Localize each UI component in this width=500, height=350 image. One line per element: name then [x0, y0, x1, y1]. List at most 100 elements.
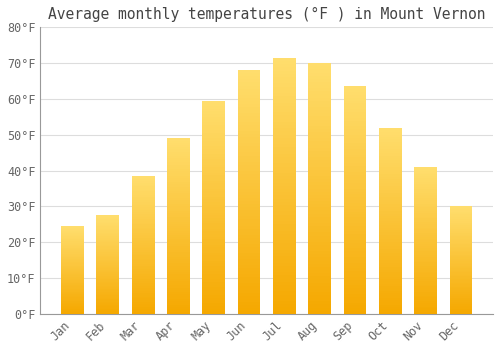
Bar [202, 162, 225, 165]
Bar [414, 213, 437, 215]
Bar [450, 272, 472, 274]
Bar [132, 264, 154, 266]
Bar [450, 212, 472, 213]
Bar [132, 217, 154, 219]
Bar [379, 288, 402, 290]
Bar [238, 268, 260, 271]
Bar [202, 226, 225, 229]
Bar [61, 269, 84, 270]
Bar [379, 307, 402, 309]
Bar [450, 274, 472, 275]
Bar [273, 170, 296, 173]
Bar [167, 156, 190, 158]
Bar [132, 266, 154, 267]
Bar [308, 113, 331, 117]
Bar [273, 231, 296, 234]
Bar [414, 244, 437, 246]
Bar [132, 236, 154, 238]
Bar [167, 239, 190, 241]
Bar [202, 207, 225, 210]
Bar [273, 83, 296, 86]
Bar [167, 138, 190, 141]
Bar [61, 239, 84, 240]
Bar [167, 283, 190, 285]
Bar [344, 297, 366, 300]
Bar [344, 152, 366, 155]
Bar [167, 211, 190, 213]
Bar [132, 271, 154, 273]
Bar [167, 248, 190, 250]
Bar [167, 309, 190, 312]
Bar [61, 265, 84, 266]
Bar [167, 252, 190, 255]
Bar [273, 131, 296, 135]
Bar [273, 183, 296, 186]
Bar [61, 284, 84, 285]
Bar [308, 135, 331, 138]
Bar [132, 191, 154, 193]
Bar [167, 288, 190, 290]
Bar [344, 231, 366, 234]
Bar [414, 224, 437, 226]
Bar [61, 306, 84, 307]
Bar [414, 262, 437, 264]
Bar [308, 254, 331, 258]
Bar [96, 235, 119, 236]
Bar [379, 179, 402, 181]
Bar [308, 117, 331, 120]
Bar [238, 250, 260, 253]
Bar [132, 207, 154, 209]
Bar [167, 162, 190, 165]
Bar [132, 285, 154, 286]
Bar [167, 266, 190, 268]
Bar [344, 175, 366, 177]
Bar [61, 312, 84, 313]
Bar [273, 279, 296, 282]
Bar [202, 117, 225, 119]
Bar [96, 295, 119, 297]
Bar [273, 269, 296, 272]
Bar [132, 303, 154, 305]
Bar [238, 207, 260, 210]
Bar [379, 225, 402, 228]
Bar [414, 171, 437, 173]
Bar [379, 183, 402, 186]
Bar [344, 200, 366, 203]
Bar [167, 250, 190, 252]
Bar [273, 112, 296, 116]
Bar [167, 160, 190, 162]
Bar [202, 175, 225, 178]
Bar [238, 277, 260, 280]
Bar [344, 288, 366, 291]
Bar [308, 163, 331, 167]
Bar [344, 214, 366, 217]
Bar [132, 310, 154, 312]
Bar [238, 168, 260, 171]
Bar [414, 193, 437, 195]
Bar [202, 239, 225, 242]
Bar [308, 292, 331, 295]
Bar [167, 261, 190, 264]
Bar [238, 76, 260, 79]
Bar [202, 202, 225, 205]
Bar [61, 234, 84, 235]
Bar [96, 219, 119, 220]
Bar [202, 125, 225, 127]
Bar [61, 291, 84, 292]
Bar [379, 300, 402, 302]
Bar [450, 241, 472, 243]
Bar [273, 157, 296, 160]
Bar [379, 267, 402, 270]
Bar [414, 187, 437, 189]
Bar [96, 222, 119, 223]
Bar [167, 255, 190, 257]
Bar [414, 310, 437, 312]
Bar [450, 280, 472, 282]
Bar [273, 304, 296, 308]
Bar [344, 169, 366, 172]
Bar [167, 305, 190, 307]
Bar [414, 255, 437, 257]
Bar [344, 268, 366, 271]
Bar [414, 169, 437, 171]
Bar [96, 303, 119, 304]
